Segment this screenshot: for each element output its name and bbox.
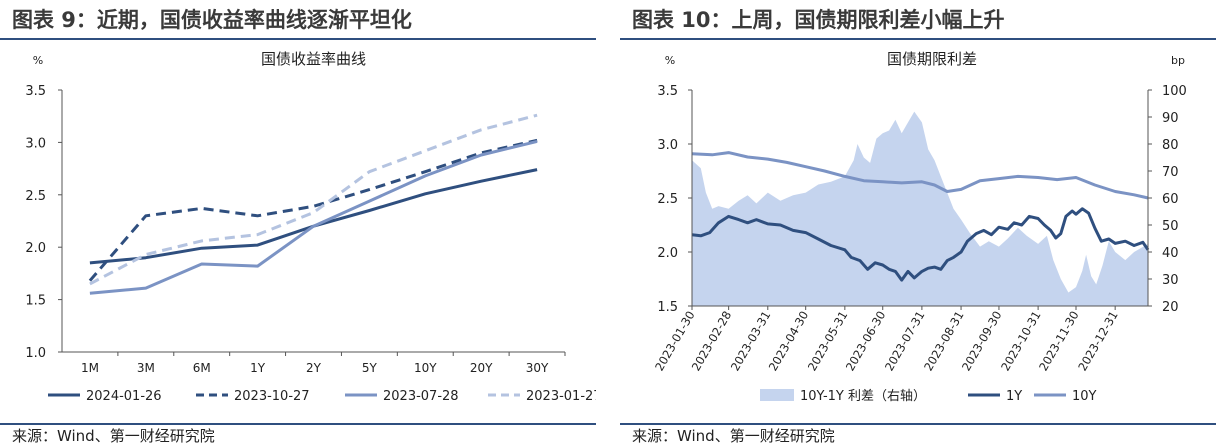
legend-label: 10Y <box>1072 389 1097 404</box>
right-figure: 图表 10：上周，国债期限利差小幅上升 国债期限利差% bp 1.5 2.0 2.5 3.… <box>620 0 1216 447</box>
x-tick-label: 2023-07-31 <box>882 309 928 374</box>
y-right-axis-unit: bp <box>1171 54 1185 67</box>
x-tick-label: 20Y <box>470 361 493 375</box>
x-tick-label: 2023-06-30 <box>843 309 889 374</box>
y-right-tick-label: 90 <box>1162 111 1179 126</box>
y-axis-unit: % <box>665 54 675 67</box>
source-divider <box>0 423 596 425</box>
y-tick-label: 3.0 <box>657 138 678 153</box>
series-line-2023-01-27 <box>89 113 538 286</box>
y-tick-label: 1.5 <box>657 300 678 315</box>
source-note: 来源：Wind、第一财经研究院 <box>632 427 835 445</box>
series-line-1Y <box>691 207 1150 282</box>
y-right-tick-label: 60 <box>1162 192 1179 207</box>
x-tick-label: 10Y <box>414 361 437 375</box>
x-tick-label: 6M <box>193 361 211 375</box>
y-right-tick-label: 80 <box>1162 138 1179 153</box>
source-note: 来源：Wind、第一财经研究院 <box>12 427 215 445</box>
legend-swatch <box>760 389 794 401</box>
x-tick-label: 2Y <box>306 361 322 375</box>
title-divider <box>0 38 596 40</box>
chart-title: 国债期限利差 <box>887 50 977 68</box>
left-figure: 图表 9：近期，国债收益率曲线逐渐平坦化 国债收益率曲线% 1.0 1.5 2.0 2.… <box>0 0 596 447</box>
series-area-spread <box>692 111 1148 306</box>
y-right-tick-label: 100 <box>1162 84 1187 99</box>
chart-title: 国债收益率曲线 <box>261 50 366 68</box>
series-line-2024-01-26 <box>89 168 538 265</box>
y-tick-label: 3.5 <box>25 84 46 99</box>
x-tick-label: 30Y <box>526 361 549 375</box>
y-right-tick-label: 50 <box>1162 219 1179 234</box>
series-line-2023-07-28 <box>89 139 538 295</box>
x-tick-label: 2023-09-30 <box>959 309 1005 374</box>
y-tick-label: 2.0 <box>25 241 46 256</box>
y-right-tick-label: 30 <box>1162 273 1179 288</box>
figure-title: 图表 9：近期，国债收益率曲线逐渐平坦化 <box>12 8 412 32</box>
y-right-tick-label: 20 <box>1162 300 1179 315</box>
series-line-2023-10-27 <box>88 138 538 282</box>
term-spread-chart: 国债期限利差% bp 1.5 2.0 2.5 3.0 3.5 20 30 40 50 60 70 80 90… <box>652 50 1187 404</box>
y-tick-label: 3.0 <box>25 136 46 151</box>
title-divider <box>620 38 1216 40</box>
y-tick-label: 2.5 <box>25 189 46 204</box>
legend-label: 2023-07-28 <box>383 389 459 404</box>
y-tick-label: 1.0 <box>25 346 46 361</box>
legend-label: 2023-10-27 <box>234 389 310 404</box>
x-tick-label: 1Y <box>250 361 266 375</box>
source-divider <box>620 423 1216 425</box>
x-tick-label: 5Y <box>362 361 378 375</box>
x-tick-label: 3M <box>137 361 155 375</box>
legend-label: 1Y <box>1006 389 1022 404</box>
x-tick-label: 1M <box>81 361 99 375</box>
x-tick-label: 2023-12-31 <box>1075 309 1121 374</box>
y-tick-label: 2.5 <box>657 192 678 207</box>
legend-label: 10Y-1Y 利差（右轴） <box>800 389 926 404</box>
y-tick-label: 3.5 <box>657 84 678 99</box>
y-right-tick-label: 40 <box>1162 246 1179 261</box>
legend-label: 2023-01-27 <box>526 389 596 404</box>
x-tick-label: 2023-11-30 <box>1036 309 1082 374</box>
series-line-10Y <box>691 151 1149 200</box>
x-tick-label: 2023-04-30 <box>766 309 812 374</box>
legend-label: 2024-01-26 <box>86 389 162 404</box>
y-tick-label: 2.0 <box>657 246 678 261</box>
y-right-tick-label: 70 <box>1162 165 1179 180</box>
y-tick-label: 1.5 <box>25 294 46 309</box>
y-axis-unit: % <box>33 54 43 67</box>
figure-title: 图表 10：上周，国债期限利差小幅上升 <box>632 8 1005 32</box>
yield-curve-chart: 国债收益率曲线% 1.0 1.5 2.0 2.5 3.0 3.5 1M 3M 6M 1Y 2Y 5Y 10… <box>25 50 596 404</box>
